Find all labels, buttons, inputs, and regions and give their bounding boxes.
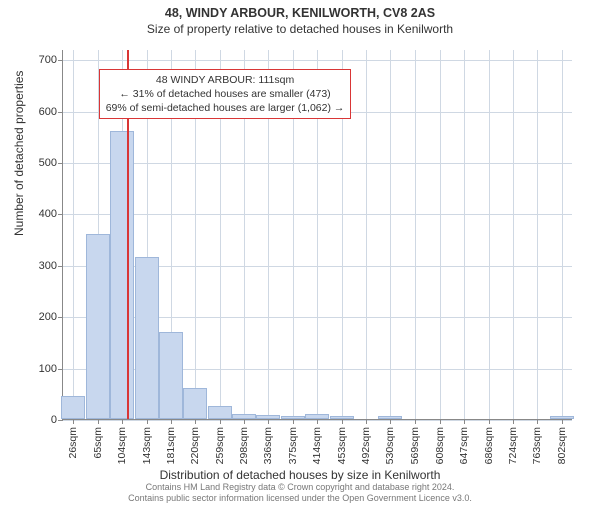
footer-line-1: Contains HM Land Registry data © Crown c… xyxy=(146,482,455,492)
x-tick-label: 336sqm xyxy=(262,427,274,464)
y-tick-mark xyxy=(58,317,63,318)
y-tick-label: 300 xyxy=(39,260,57,272)
x-tick-mark xyxy=(537,419,538,424)
histogram-bar xyxy=(183,388,207,419)
y-tick-label: 0 xyxy=(51,414,57,426)
x-tick-mark xyxy=(513,419,514,424)
x-tick-label: 763sqm xyxy=(531,427,543,464)
gridline-v xyxy=(390,50,391,419)
annotation-box: 48 WINDY ARBOUR: 111sqm← 31% of detached… xyxy=(99,69,352,120)
x-tick-label: 259sqm xyxy=(214,427,226,464)
gridline-v xyxy=(489,50,490,419)
x-tick-label: 104sqm xyxy=(116,427,128,464)
gridline-v xyxy=(537,50,538,419)
gridline-v xyxy=(366,50,367,419)
x-tick-mark xyxy=(440,419,441,424)
annotation-line: ← 31% of detached houses are smaller (47… xyxy=(106,87,345,101)
gridline-v xyxy=(513,50,514,419)
footer-line-2: Contains public sector information licen… xyxy=(128,493,472,503)
x-tick-mark xyxy=(195,419,196,424)
histogram-bar xyxy=(378,416,402,419)
x-tick-mark xyxy=(342,419,343,424)
y-tick-mark xyxy=(58,163,63,164)
x-tick-mark xyxy=(220,419,221,424)
y-tick-label: 100 xyxy=(39,363,57,375)
x-tick-mark xyxy=(268,419,269,424)
gridline-v xyxy=(464,50,465,419)
y-tick-mark xyxy=(58,420,63,421)
x-tick-label: 298sqm xyxy=(238,427,250,464)
y-tick-label: 700 xyxy=(39,54,57,66)
x-tick-mark xyxy=(415,419,416,424)
y-tick-label: 200 xyxy=(39,311,57,323)
x-tick-label: 686sqm xyxy=(483,427,495,464)
y-tick-label: 600 xyxy=(39,106,57,118)
x-tick-label: 608sqm xyxy=(434,427,446,464)
gridline-v xyxy=(440,50,441,419)
histogram-bar xyxy=(110,131,134,419)
histogram-bar xyxy=(61,396,85,419)
histogram-bar xyxy=(86,234,110,419)
y-tick-mark xyxy=(58,214,63,215)
x-tick-label: 569sqm xyxy=(409,427,421,464)
x-tick-mark xyxy=(147,419,148,424)
x-tick-label: 647sqm xyxy=(458,427,470,464)
x-axis-label: Distribution of detached houses by size … xyxy=(0,468,600,482)
x-tick-mark xyxy=(293,419,294,424)
x-tick-mark xyxy=(98,419,99,424)
histogram-bar xyxy=(208,406,232,419)
x-tick-mark xyxy=(122,419,123,424)
annotation-line: 69% of semi-detached houses are larger (… xyxy=(106,101,345,115)
x-tick-label: 181sqm xyxy=(165,427,177,464)
histogram-bar xyxy=(305,414,329,419)
histogram-bar xyxy=(550,416,574,419)
x-tick-mark xyxy=(73,419,74,424)
histogram-bar xyxy=(281,416,305,419)
y-tick-mark xyxy=(58,112,63,113)
x-tick-mark xyxy=(489,419,490,424)
gridline-v xyxy=(73,50,74,419)
plot-region: 010020030040050060070026sqm65sqm104sqm14… xyxy=(62,50,572,420)
y-tick-mark xyxy=(58,369,63,370)
histogram-bar xyxy=(256,415,280,419)
x-tick-label: 453sqm xyxy=(336,427,348,464)
y-tick-mark xyxy=(58,266,63,267)
chart-area: 010020030040050060070026sqm65sqm104sqm14… xyxy=(62,50,572,420)
histogram-bar xyxy=(232,414,256,419)
x-tick-label: 492sqm xyxy=(360,427,372,464)
x-tick-mark xyxy=(464,419,465,424)
y-tick-mark xyxy=(58,60,63,61)
x-tick-mark xyxy=(317,419,318,424)
x-tick-mark xyxy=(366,419,367,424)
x-tick-label: 530sqm xyxy=(384,427,396,464)
y-tick-label: 400 xyxy=(39,208,57,220)
histogram-bar xyxy=(135,257,159,419)
y-axis-label: Number of detached properties xyxy=(12,71,26,236)
chart-title-main: 48, WINDY ARBOUR, KENILWORTH, CV8 2AS xyxy=(0,6,600,20)
gridline-v xyxy=(415,50,416,419)
x-tick-mark xyxy=(562,419,563,424)
x-tick-mark xyxy=(244,419,245,424)
x-tick-label: 724sqm xyxy=(507,427,519,464)
histogram-bar xyxy=(159,332,183,419)
histogram-bar xyxy=(330,416,354,419)
y-tick-label: 500 xyxy=(39,157,57,169)
x-tick-label: 375sqm xyxy=(287,427,299,464)
gridline-v xyxy=(562,50,563,419)
x-tick-label: 26sqm xyxy=(67,427,79,459)
x-tick-mark xyxy=(390,419,391,424)
x-tick-label: 802sqm xyxy=(556,427,568,464)
chart-title-sub: Size of property relative to detached ho… xyxy=(0,22,600,36)
x-tick-label: 143sqm xyxy=(141,427,153,464)
x-tick-mark xyxy=(171,419,172,424)
x-tick-label: 65sqm xyxy=(92,427,104,459)
x-tick-label: 220sqm xyxy=(189,427,201,464)
x-tick-label: 414sqm xyxy=(311,427,323,464)
chart-footer: Contains HM Land Registry data © Crown c… xyxy=(0,482,600,505)
annotation-line: 48 WINDY ARBOUR: 111sqm xyxy=(106,73,345,87)
